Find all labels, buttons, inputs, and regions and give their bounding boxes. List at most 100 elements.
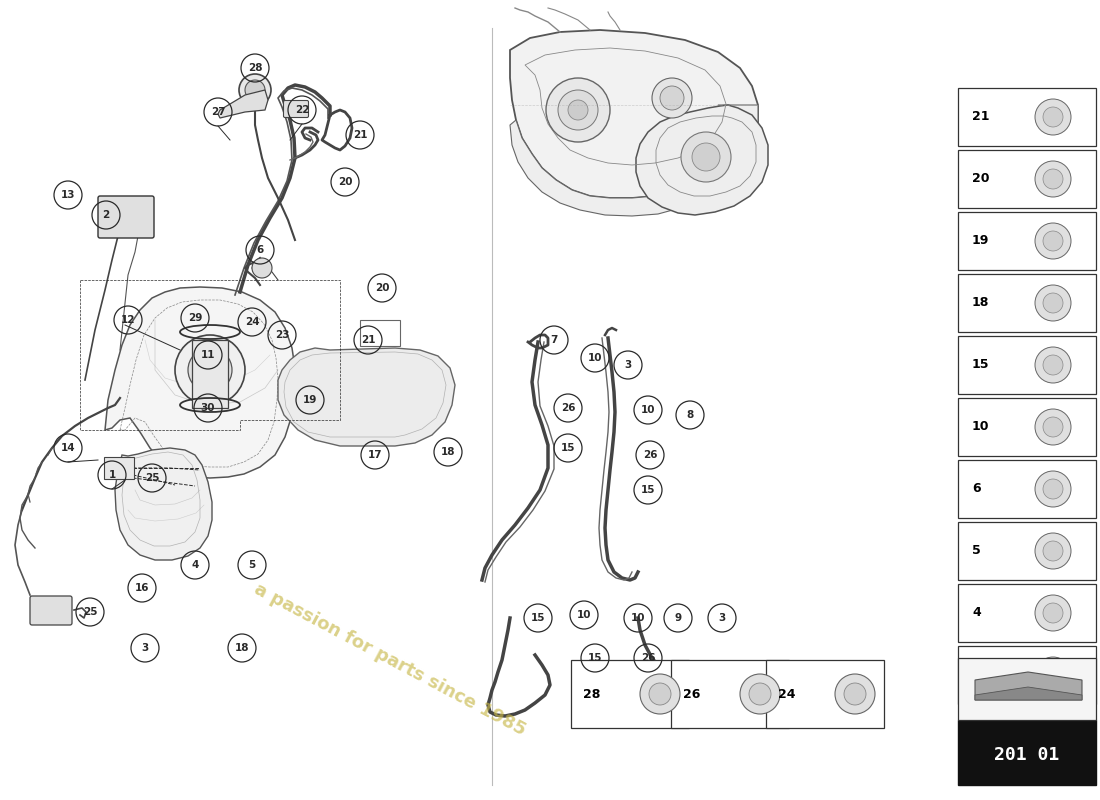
Text: 8: 8 [686,410,694,420]
Circle shape [749,683,771,705]
FancyBboxPatch shape [104,457,134,479]
Polygon shape [278,348,455,446]
FancyBboxPatch shape [958,522,1096,580]
Polygon shape [218,90,268,118]
Text: 13: 13 [60,190,75,200]
Text: 27: 27 [211,107,226,117]
Circle shape [1035,409,1071,445]
FancyBboxPatch shape [958,584,1096,642]
Circle shape [640,674,680,714]
Circle shape [1043,355,1063,375]
Text: 12: 12 [121,315,135,325]
Circle shape [1035,161,1071,197]
Polygon shape [510,30,758,198]
Polygon shape [192,340,228,408]
Text: 19: 19 [972,234,989,247]
Text: 21: 21 [353,130,367,140]
Circle shape [740,674,780,714]
Text: 14: 14 [60,443,75,453]
Circle shape [660,86,684,110]
FancyBboxPatch shape [958,720,1096,785]
Text: 29: 29 [188,313,202,323]
Circle shape [681,132,732,182]
Circle shape [1043,107,1063,127]
Text: 7: 7 [550,335,558,345]
FancyBboxPatch shape [958,88,1096,146]
Text: 26: 26 [642,450,658,460]
Text: 15: 15 [640,485,656,495]
Text: 16: 16 [134,583,150,593]
Text: 30: 30 [200,403,216,413]
Text: 6: 6 [256,245,264,255]
Circle shape [239,74,271,106]
Text: 18: 18 [234,643,250,653]
Polygon shape [636,105,768,215]
Text: 10: 10 [972,421,990,434]
Text: 17: 17 [367,450,383,460]
Text: 9: 9 [674,613,682,623]
FancyBboxPatch shape [284,101,308,118]
Text: 20: 20 [375,283,389,293]
Text: 4: 4 [972,606,981,619]
Text: 15: 15 [972,358,990,371]
Polygon shape [510,105,758,216]
Polygon shape [975,687,1082,700]
Text: 201 01: 201 01 [994,746,1059,764]
FancyBboxPatch shape [958,398,1096,456]
Text: 24: 24 [778,687,795,701]
Circle shape [844,683,866,705]
Text: 11: 11 [200,350,216,360]
Circle shape [252,258,272,278]
Circle shape [652,78,692,118]
Text: 18: 18 [441,447,455,457]
Circle shape [1043,169,1063,189]
FancyBboxPatch shape [958,658,1096,720]
Circle shape [649,683,671,705]
Text: 2: 2 [102,210,110,220]
Circle shape [1035,595,1071,631]
Circle shape [1035,285,1071,321]
Circle shape [1043,417,1063,437]
Text: 5: 5 [249,560,255,570]
Text: 20: 20 [338,177,352,187]
Text: 18: 18 [972,297,989,310]
Circle shape [835,674,874,714]
FancyBboxPatch shape [958,274,1096,332]
FancyBboxPatch shape [98,196,154,238]
FancyBboxPatch shape [958,646,1096,704]
Circle shape [1035,223,1071,259]
Circle shape [1035,471,1071,507]
Text: 26: 26 [683,687,701,701]
Circle shape [692,143,720,171]
Text: 22: 22 [295,105,309,115]
Text: 28: 28 [583,687,601,701]
FancyBboxPatch shape [958,336,1096,394]
Text: 5: 5 [972,545,981,558]
Circle shape [1043,293,1063,313]
Circle shape [1043,479,1063,499]
FancyBboxPatch shape [958,212,1096,270]
Text: 1: 1 [109,470,116,480]
Text: 15: 15 [587,653,603,663]
Text: 15: 15 [561,443,575,453]
Text: 15: 15 [530,613,546,623]
Circle shape [175,335,245,405]
Text: 28: 28 [248,63,262,73]
Text: 10: 10 [587,353,603,363]
FancyBboxPatch shape [30,596,72,625]
Text: 3: 3 [972,669,980,682]
Circle shape [198,358,222,382]
Circle shape [245,80,265,100]
Polygon shape [104,287,295,478]
FancyBboxPatch shape [958,150,1096,208]
Polygon shape [975,672,1082,700]
Text: 21: 21 [361,335,375,345]
Text: 23: 23 [275,330,289,340]
Text: 3: 3 [625,360,631,370]
Text: 26: 26 [561,403,575,413]
Text: 10: 10 [640,405,656,415]
Text: 3: 3 [142,643,148,653]
Text: 4: 4 [191,560,199,570]
Circle shape [1043,665,1063,685]
Circle shape [568,100,588,120]
